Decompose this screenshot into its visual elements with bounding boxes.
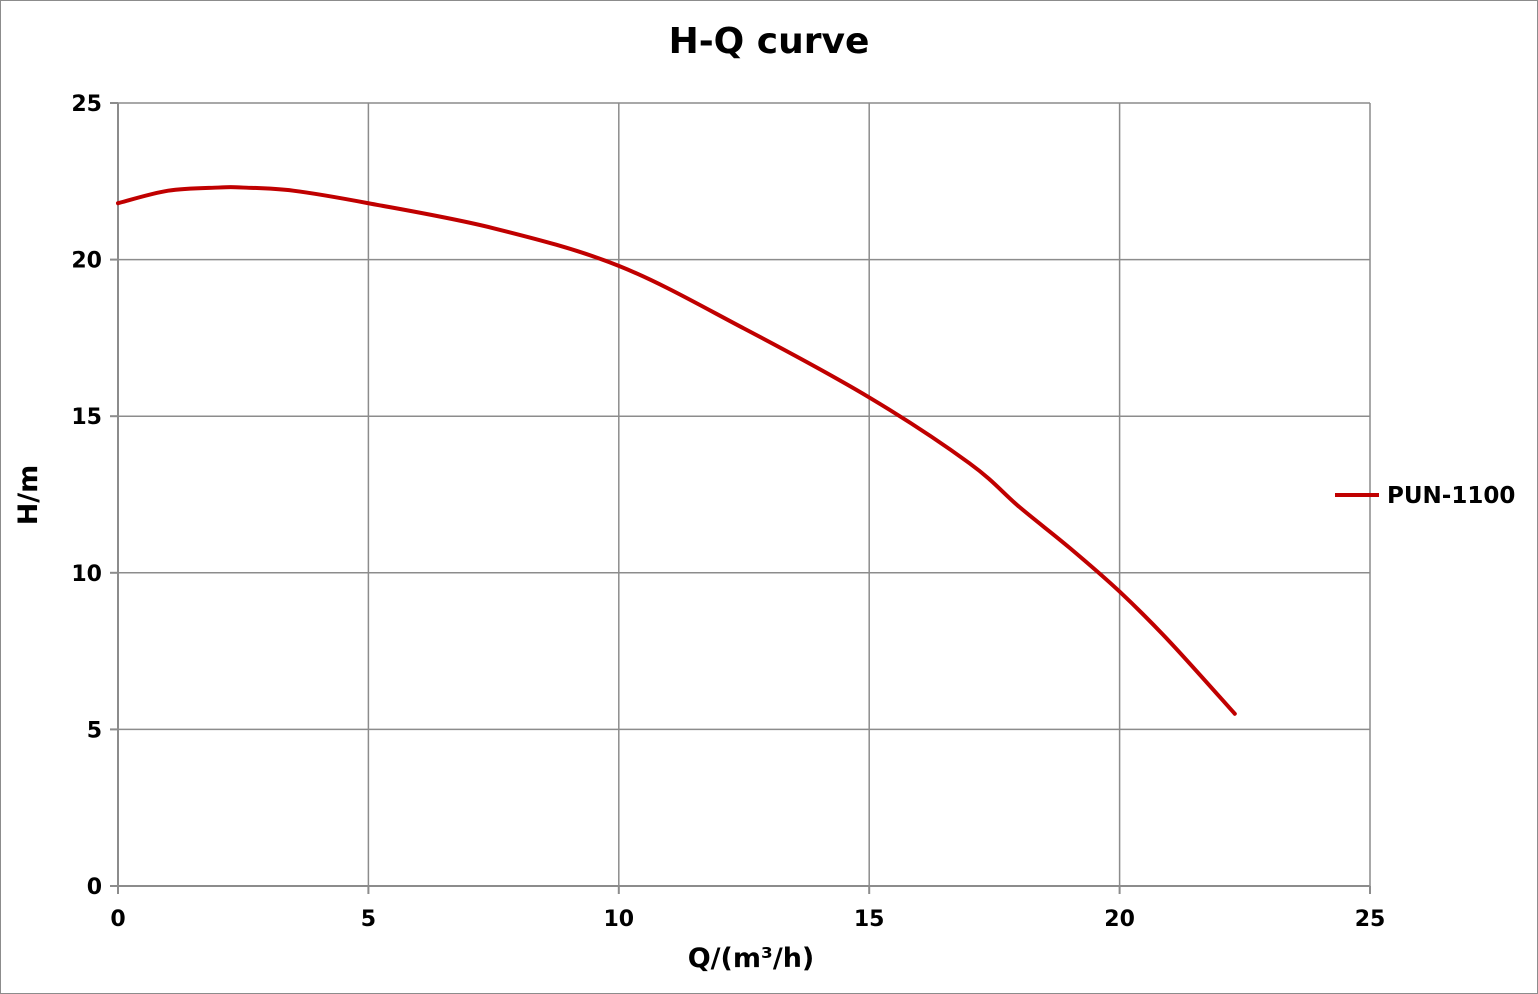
x-tick-label: 0 xyxy=(110,907,125,932)
y-tick-label: 15 xyxy=(71,405,102,430)
x-tick-label: 20 xyxy=(1104,907,1135,932)
y-axis-title: H/m xyxy=(13,465,44,526)
tick-labels: 0 5 10 15 20 25 0 5 10 15 20 25 xyxy=(71,92,1385,932)
axes xyxy=(110,102,1371,894)
x-tick-label: 15 xyxy=(854,907,885,932)
grid xyxy=(118,102,1371,886)
y-tick-label: 5 xyxy=(87,718,102,743)
x-tick-label: 5 xyxy=(361,907,376,932)
y-tick-label: 25 xyxy=(71,92,102,117)
series xyxy=(116,185,1237,716)
x-axis-title: Q/(m³/h) xyxy=(688,943,815,974)
y-tick-label: 10 xyxy=(71,562,102,587)
chart-title: H-Q curve xyxy=(669,21,870,62)
series-line-pun-1100 xyxy=(116,185,1237,716)
x-tick-label: 25 xyxy=(1355,907,1386,932)
legend-label: PUN-1100 xyxy=(1387,483,1515,509)
legend: PUN-1100 xyxy=(1335,483,1515,509)
y-tick-label: 0 xyxy=(87,875,102,900)
y-tick-label: 20 xyxy=(71,249,102,274)
x-tick-label: 10 xyxy=(603,907,634,932)
